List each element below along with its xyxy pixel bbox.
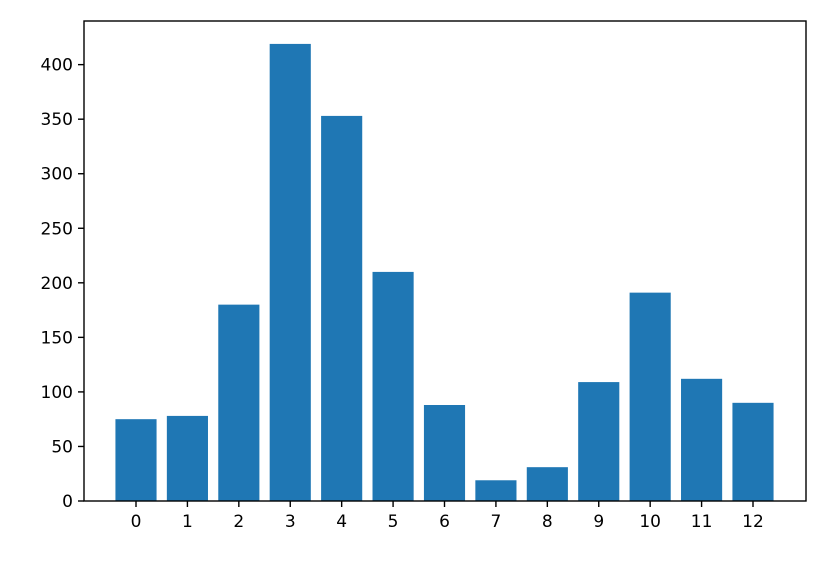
bar-10 [629,292,671,501]
bar-8 [526,467,568,501]
bar-3 [269,43,311,501]
bar-12 [732,402,774,501]
bar-11 [681,378,723,501]
x-tick-label-12: 12 [742,512,764,532]
bar-2 [218,304,260,501]
y-tick-label-150: 150 [41,328,73,348]
x-tick-label-10: 10 [639,512,661,532]
x-axis: 0 1 2 3 4 5 6 7 8 9 10 11 12 [131,501,764,532]
bar-9 [578,382,620,501]
bar-7 [475,480,517,501]
x-tick-label-9: 9 [593,512,604,532]
y-tick-label-300: 300 [41,165,73,185]
x-tick-label-5: 5 [388,512,399,532]
plot-frame [83,20,807,502]
y-tick-label-200: 200 [41,274,73,294]
bar-6 [423,405,466,501]
y-tick-label-400: 400 [41,56,73,76]
x-tick-label-6: 6 [439,512,450,532]
bar-4 [321,115,363,501]
x-tick-label-3: 3 [285,512,296,532]
x-tick-label-2: 2 [233,512,244,532]
x-tick-label-8: 8 [542,512,553,532]
bars-group [115,43,774,501]
x-tick-label-7: 7 [491,512,502,532]
y-tick-label-50: 50 [51,437,73,457]
y-tick-label-250: 250 [41,219,73,239]
x-tick-label-4: 4 [336,512,347,532]
y-tick-label-0: 0 [62,492,73,512]
y-tick-label-100: 100 [41,383,73,403]
bar-5 [372,271,414,501]
x-tick-label-11: 11 [691,512,713,532]
bar-0 [115,419,157,501]
y-axis: 0 50 100 150 200 250 300 350 400 [41,56,84,512]
bar-1 [166,415,208,501]
x-tick-label-0: 0 [131,512,142,532]
x-tick-label-1: 1 [182,512,193,532]
y-tick-label-350: 350 [41,110,73,130]
